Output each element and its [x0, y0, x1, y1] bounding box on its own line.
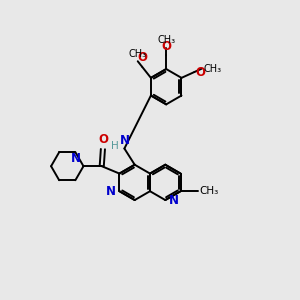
- Text: O: O: [161, 40, 171, 52]
- Text: CH₃: CH₃: [157, 35, 175, 46]
- Text: N: N: [71, 152, 81, 165]
- Text: O: O: [98, 133, 108, 146]
- Text: CH₃: CH₃: [200, 186, 219, 196]
- Text: N: N: [169, 194, 179, 207]
- Text: CH₃: CH₃: [129, 49, 147, 59]
- Text: N: N: [106, 185, 116, 198]
- Text: H: H: [111, 141, 119, 151]
- Text: CH₃: CH₃: [203, 64, 221, 74]
- Text: O: O: [137, 51, 147, 64]
- Text: O: O: [196, 65, 206, 79]
- Text: N: N: [119, 134, 129, 147]
